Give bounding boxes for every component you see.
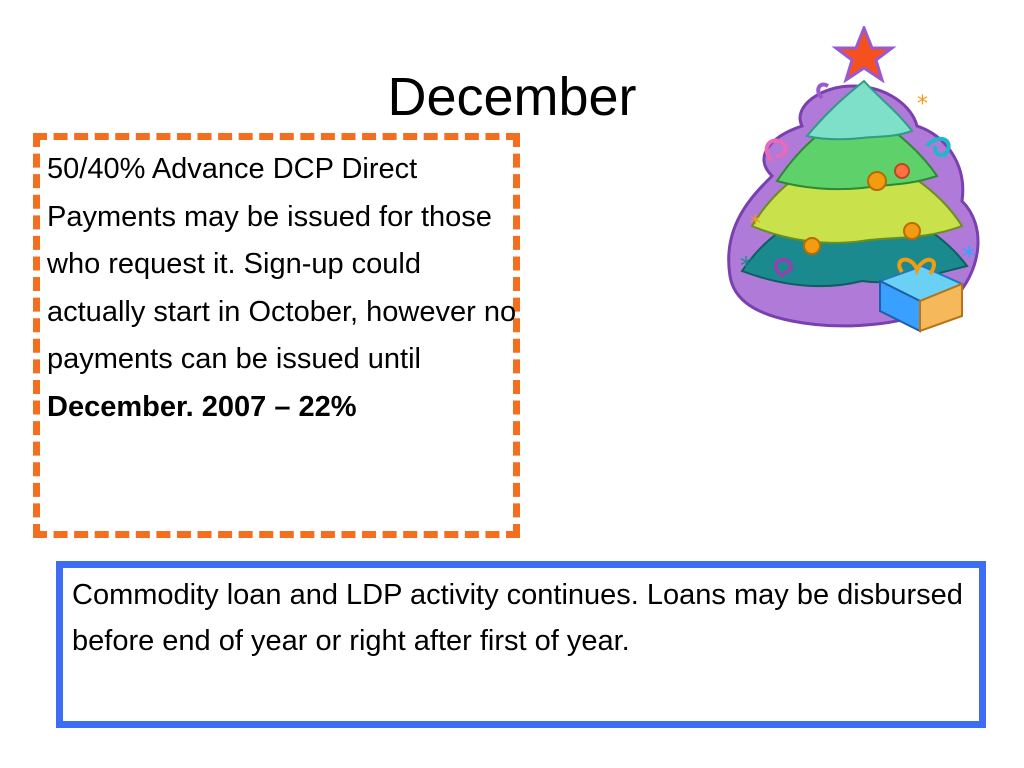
- ribbon-swirl: [773, 257, 793, 278]
- advance-payments-text: 50/40% Advance DCP Direct Payments may b…: [47, 146, 522, 431]
- sparkle: *: [750, 212, 761, 237]
- advance-payments-body: 50/40% Advance DCP Direct Payments may b…: [47, 153, 517, 375]
- star-topper: [831, 26, 897, 84]
- ribbon-swirl: [764, 138, 788, 163]
- slide-title: December: [387, 67, 637, 127]
- ornament: [894, 163, 910, 179]
- tree-tier-top: [805, 79, 914, 141]
- ornament: [803, 237, 821, 255]
- sparkle: *: [740, 252, 752, 280]
- sparkle: *: [962, 240, 976, 273]
- christmas-tree-icon: * * * *: [727, 26, 980, 333]
- sparkle: *: [917, 92, 928, 117]
- ornament: [867, 171, 887, 191]
- ribbon-swirl: [816, 82, 830, 100]
- advance-payments-emphasis: December. 2007 – 22%: [47, 390, 357, 423]
- gift-icon: [877, 257, 965, 333]
- advance-payments-box: [33, 133, 520, 538]
- ribbon-swirl: [925, 136, 951, 158]
- ornament: [903, 222, 921, 240]
- commodity-loan-box: [56, 561, 986, 728]
- commodity-loan-text: Commodity loan and LDP activity continue…: [72, 579, 963, 657]
